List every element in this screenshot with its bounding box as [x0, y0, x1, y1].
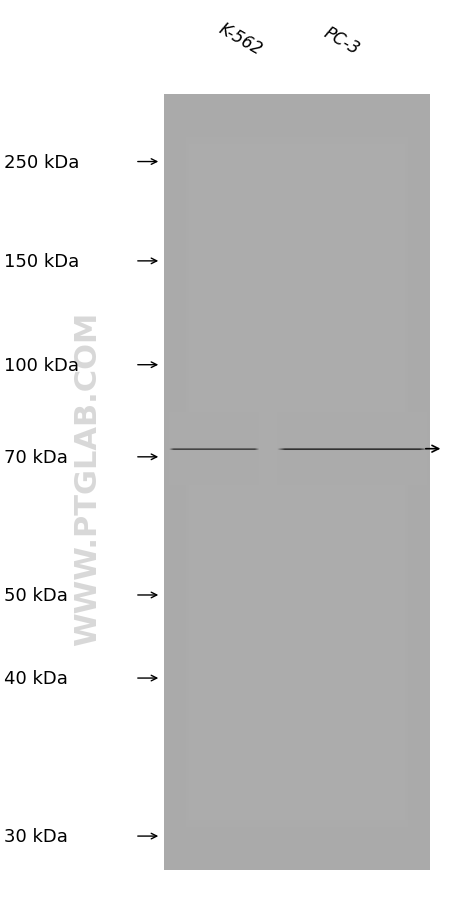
Text: 150 kDa: 150 kDa: [4, 253, 80, 271]
Text: 100 kDa: 100 kDa: [4, 356, 80, 374]
Bar: [164, 95, 430, 870]
Text: 250 kDa: 250 kDa: [4, 153, 80, 171]
Text: K-562: K-562: [216, 20, 266, 59]
Text: WWW.PTGLAB.COM: WWW.PTGLAB.COM: [73, 311, 102, 645]
Bar: [171, 109, 423, 856]
Bar: [182, 131, 412, 834]
Text: 30 kDa: 30 kDa: [4, 827, 68, 845]
Bar: [175, 116, 419, 849]
Bar: [186, 138, 408, 827]
Bar: [168, 102, 426, 863]
Text: 70 kDa: 70 kDa: [4, 448, 68, 466]
Bar: [179, 124, 415, 842]
Text: PC-3: PC-3: [321, 24, 363, 59]
Bar: [164, 95, 430, 870]
Text: 40 kDa: 40 kDa: [4, 669, 68, 687]
Bar: [189, 145, 405, 820]
Text: 50 kDa: 50 kDa: [4, 586, 68, 604]
